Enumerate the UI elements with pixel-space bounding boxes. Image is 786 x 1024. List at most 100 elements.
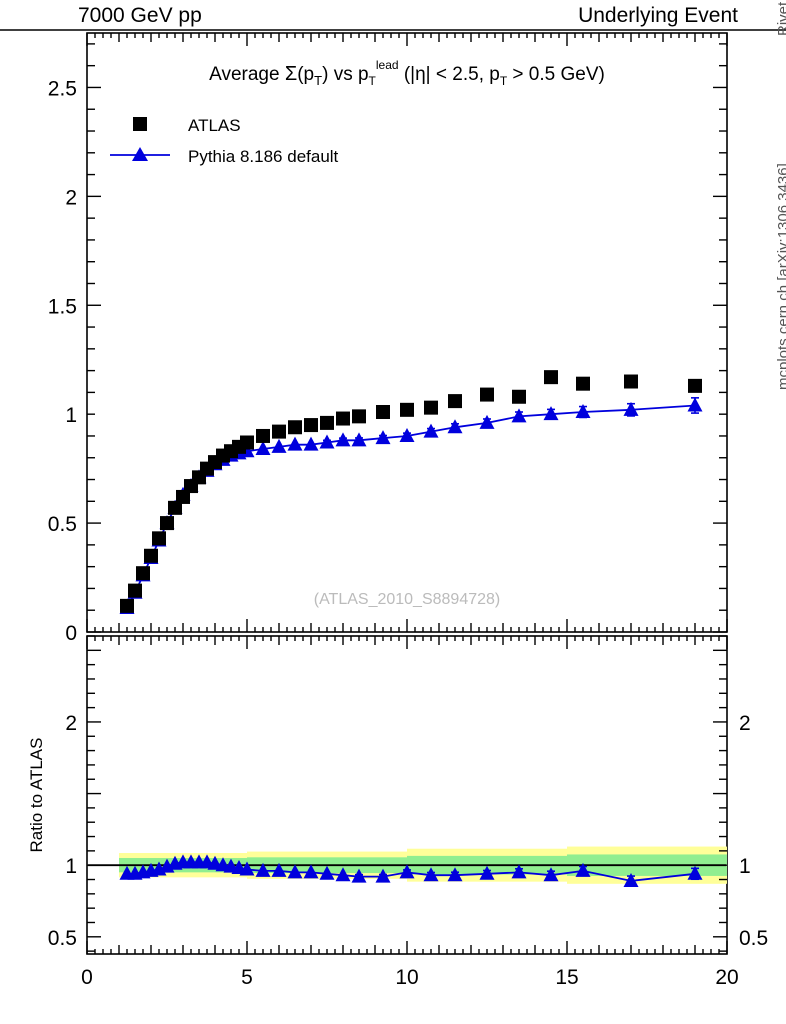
data-data-point	[544, 370, 558, 385]
data-data-point	[352, 409, 366, 424]
mc-data-point	[319, 434, 335, 449]
ratio-data-point	[255, 862, 271, 877]
mc-data-point	[479, 414, 495, 429]
ratio-data-point	[623, 872, 639, 887]
main-plot-panel: 0 0.5 1 1.5 2 2.5 Average Σ(pT) vs pTlead (|η…	[48, 32, 728, 645]
data-data-point	[480, 387, 494, 402]
data-data-point	[152, 531, 166, 546]
ratio-y-tick-labels: 0.5 0.5 1 1 2 2	[48, 712, 768, 950]
legend-marker-triangle	[132, 147, 148, 161]
data-data-point	[512, 389, 526, 404]
ratio-data-point	[271, 862, 287, 877]
main-y-tick-labels: 0 0.5 1 1.5 2 2.5	[48, 77, 77, 645]
data-data-point	[144, 548, 158, 563]
main-axis-ticks	[86, 33, 728, 633]
data-data-point	[624, 374, 638, 389]
data-data-point	[424, 400, 438, 415]
mc-data-point	[575, 404, 591, 419]
data-data-point	[336, 411, 350, 426]
data-data-point	[288, 420, 302, 435]
data-data-point	[304, 418, 318, 433]
main-y-tick-label: 0.5	[48, 513, 77, 536]
data-data-point	[688, 378, 702, 393]
analysis-watermark: (ATLAS_2010_S8894728)	[314, 591, 501, 608]
data-data-point	[176, 489, 190, 504]
ratio-data-point	[375, 868, 391, 883]
legend-marker-square	[133, 117, 147, 131]
data-data-point	[448, 394, 462, 409]
mc-data-point	[335, 432, 351, 447]
mc-data-point	[255, 441, 271, 456]
mc-data-point	[399, 427, 415, 442]
ratio-x-tick-label: 10	[395, 966, 418, 989]
main-y-tick-label: 0	[65, 622, 77, 645]
ratio-y-tick-label-right: 1	[739, 855, 751, 878]
ratio-data-point	[479, 865, 495, 880]
ratio-data-point	[287, 864, 303, 879]
ratio-x-tick-label: 5	[241, 966, 253, 989]
header-beam-label: 7000 GeV pp	[78, 4, 202, 27]
main-y-tick-label: 2	[65, 186, 77, 209]
data-data-point	[160, 516, 174, 531]
main-y-tick-label: 1.5	[48, 295, 77, 318]
ratio-data-point	[423, 867, 439, 882]
data-data-point	[240, 435, 254, 450]
ratio-data-point	[303, 864, 319, 879]
header-analysis-label: Underlying Event	[578, 4, 738, 27]
ratio-data-point	[687, 865, 703, 880]
ratio-plot-panel: 0.5 0.5 1 1 2 2 0 5 10 15 20 Ratio to ATLAS	[27, 635, 768, 989]
mc-data-point	[447, 419, 463, 434]
ratio-data-point	[447, 867, 463, 882]
data-data-point	[120, 598, 134, 613]
data-data-point	[136, 566, 150, 581]
data-data-point	[400, 402, 414, 417]
ratio-y-tick-label: 1	[65, 855, 77, 878]
mc-data-point	[271, 438, 287, 453]
data-data-point	[168, 500, 182, 515]
data-data-point	[576, 376, 590, 391]
ratio-data-point	[335, 867, 351, 882]
ratio-data-point	[351, 868, 367, 883]
data-data-point	[320, 415, 334, 430]
ratio-data-series	[119, 854, 703, 887]
ratio-data-point	[511, 864, 527, 879]
ratio-y-axis-label: Ratio to ATLAS	[27, 738, 46, 853]
sidebar-rivet-version: Rivet 3.1.10, 10M events	[775, 0, 786, 36]
ratio-plot-frame	[86, 635, 728, 955]
ratio-x-tick-label: 0	[81, 966, 93, 989]
ratio-data-point	[575, 862, 591, 877]
mc-data-point	[375, 430, 391, 445]
data-data-point	[376, 405, 390, 420]
ratio-y-tick-label: 0.5	[48, 927, 77, 950]
ratio-data-point	[543, 867, 559, 882]
mc-data-point	[287, 436, 303, 451]
ratio-x-tick-label: 15	[555, 966, 578, 989]
mc-data-point	[423, 423, 439, 438]
main-y-tick-label: 2.5	[48, 77, 77, 100]
ratio-y-tick-label: 2	[65, 712, 77, 735]
ratio-x-tick-label: 20	[715, 966, 738, 989]
legend-label: Pythia 8.186 default	[188, 147, 339, 166]
legend-label: ATLAS	[188, 116, 241, 135]
ratio-data-point	[319, 865, 335, 880]
legend: ATLAS Pythia 8.186 default	[110, 116, 339, 166]
ratio-data-point	[239, 861, 255, 876]
main-data-series	[119, 370, 703, 615]
ratio-axis-ticks	[86, 635, 728, 954]
main-y-tick-label: 1	[65, 404, 77, 427]
ratio-x-tick-labels: 0 5 10 15 20	[81, 966, 739, 989]
mc-data-point	[687, 397, 703, 412]
ratio-data-point	[399, 864, 415, 879]
mc-data-point	[543, 406, 559, 421]
data-data-point	[128, 583, 142, 598]
mc-data-point	[623, 401, 639, 416]
sidebar-mcplots-credit: mcplots.cern.ch [arXiv:1306.3436]	[775, 163, 786, 390]
mc-data-point	[351, 432, 367, 447]
plot-title: Average Σ(pT) vs pTlead (|η| < 2.5, pT >…	[209, 58, 605, 88]
data-data-point	[256, 428, 270, 443]
mc-data-point	[303, 436, 319, 451]
data-data-point	[272, 424, 286, 439]
ratio-y-tick-label-right: 2	[739, 712, 751, 735]
